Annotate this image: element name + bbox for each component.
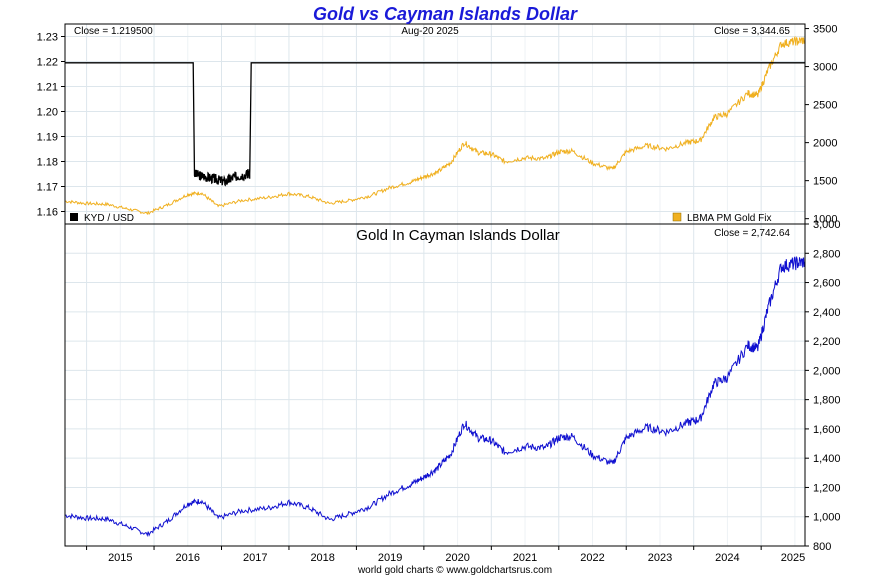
upper-right-tick-label: 1000 [813,214,837,226]
upper-right-tick-label: 1500 [813,176,837,188]
lower-right-tick-label: 2,000 [813,365,841,377]
series-gold-kyd [64,255,806,537]
x-tick-label: 2021 [513,552,537,564]
panel-frames [64,23,806,547]
legend-label-gold: LBMA PM Gold Fix [687,213,771,224]
upper-right-tick-label: 2500 [813,100,837,112]
lower-right-tick-label: 800 [813,541,831,553]
upper-gridlines [65,24,805,546]
x-tick-label: 2016 [176,552,200,564]
upper-left-tick-label: 1.17 [37,182,58,194]
lower-right-tick-label: 2,600 [813,278,841,290]
lower-panel-frame [64,223,806,547]
x-tick-label: 2025 [781,552,805,564]
lower-right-tick-label: 2,200 [813,336,841,348]
upper-left-tick-label: 1.21 [37,82,58,94]
x-tick-label: 2020 [445,552,469,564]
legend-label-kyd: KYD / USD [84,213,134,224]
date-label: Aug-20 2025 [401,26,459,37]
x-tick-label: 2018 [310,552,334,564]
lower-close-right: Close = 2,742.64 [714,228,790,239]
lower-right-tick-label: 1,200 [813,482,841,494]
x-tick-label: 2024 [715,552,739,564]
upper-close-left: Close = 1.219500 [74,26,153,37]
upper-close-right: Close = 3,344.65 [714,26,790,37]
series-gold-usd [64,35,806,216]
legend-swatch-kyd [70,213,78,221]
x-tick-label: 2015 [108,552,132,564]
upper-left-tick-label: 1.22 [37,57,58,69]
legend-swatch-gold [672,212,682,222]
x-tick-label: 2017 [243,552,267,564]
lower-right-tick-label: 3,000 [813,219,841,231]
upper-left-tick-label: 1.20 [37,107,58,119]
upper-right-tick-label: 3500 [813,24,837,36]
axis-ticks: 2015 2016 2017 2018 2019 2020 2021 2022 2023 2024… [37,24,841,564]
lower-right-tick-label: 1,000 [813,512,841,524]
upper-left-tick-label: 1.23 [37,32,58,44]
series-kyd-usd [65,62,805,187]
x-tick-label: 2019 [378,552,402,564]
lower-right-tick-label: 1,600 [813,424,841,436]
lower-right-tick-label: 2,400 [813,307,841,319]
lower-panel-title: Gold In Cayman Islands Dollar [356,227,559,244]
x-tick-label: 2023 [648,552,672,564]
lower-right-tick-label: 1,800 [813,395,841,407]
lower-right-tick-label: 1,400 [813,453,841,465]
upper-left-tick-label: 1.18 [37,157,58,169]
upper-right-tick-label: 3000 [813,62,837,74]
footer-credit: world gold charts © www.goldchartsrus.co… [357,565,552,575]
upper-right-tick-label: 2000 [813,138,837,150]
lower-right-tick-label: 2,800 [813,248,841,260]
series-layer [64,35,806,537]
upper-left-tick-label: 1.19 [37,132,58,144]
chart-title: Gold vs Cayman Islands Dollar [313,4,578,24]
upper-left-tick-label: 1.16 [37,207,58,219]
x-tick-label: 2022 [580,552,604,564]
